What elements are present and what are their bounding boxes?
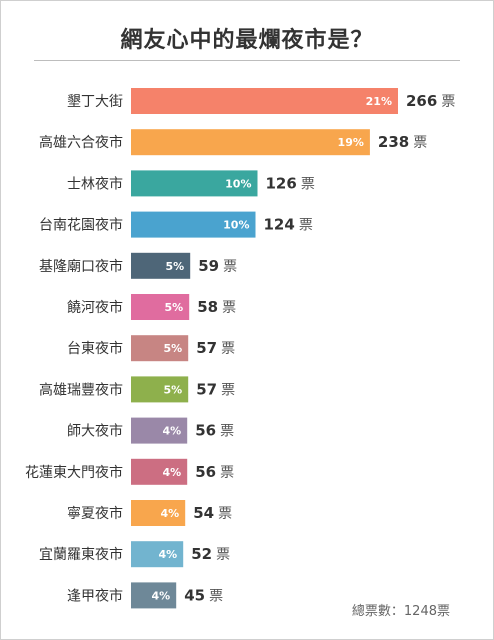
chart-title: 網友心中的最爛夜市是？ bbox=[120, 28, 374, 53]
percent-label: 4% bbox=[152, 589, 171, 602]
bar bbox=[131, 252, 191, 279]
value-label: 58 票 bbox=[197, 298, 236, 316]
category-label: 逢甲夜市 bbox=[67, 587, 123, 604]
category-label: 花蓮東大門夜市 bbox=[25, 464, 123, 481]
category-label: 饒河夜市 bbox=[67, 299, 123, 316]
category-label: 高雄瑞豐夜市 bbox=[39, 381, 123, 398]
value-label: 266 票 bbox=[406, 92, 455, 110]
value-label: 124 票 bbox=[264, 216, 313, 234]
value-label: 238 票 bbox=[378, 133, 427, 151]
category-label: 高雄六合夜市 bbox=[39, 134, 123, 151]
value-label: 126 票 bbox=[266, 174, 315, 192]
value-label: 52 票 bbox=[191, 545, 230, 563]
bar bbox=[131, 129, 370, 156]
bar bbox=[131, 458, 188, 485]
value-label: 59 票 bbox=[198, 257, 237, 275]
bar bbox=[131, 417, 188, 444]
value-label: 56 票 bbox=[195, 463, 234, 481]
percent-label: 5% bbox=[164, 383, 183, 396]
value-label: 54 票 bbox=[193, 504, 232, 522]
percent-label: 4% bbox=[163, 425, 182, 438]
percent-label: 21% bbox=[366, 95, 392, 108]
bar bbox=[131, 541, 184, 568]
percent-label: 4% bbox=[163, 466, 182, 479]
bar bbox=[131, 335, 189, 362]
bar bbox=[131, 376, 189, 403]
percent-label: 4% bbox=[161, 507, 180, 520]
percent-label: 5% bbox=[164, 342, 183, 355]
value-label: 56 票 bbox=[195, 422, 234, 440]
category-label: 士林夜市 bbox=[67, 175, 123, 192]
percent-label: 19% bbox=[338, 136, 364, 149]
percent-label: 10% bbox=[223, 219, 249, 232]
value-label: 45 票 bbox=[184, 586, 223, 604]
category-label: 宜蘭羅東夜市 bbox=[39, 546, 123, 563]
bar bbox=[131, 582, 177, 609]
percent-label: 5% bbox=[166, 260, 185, 273]
bar bbox=[131, 170, 258, 197]
bar bbox=[131, 88, 398, 114]
bar bbox=[131, 294, 190, 320]
category-label: 師大夜市 bbox=[67, 423, 123, 440]
category-label: 寧夏夜市 bbox=[67, 505, 123, 522]
bar bbox=[131, 500, 186, 526]
value-label: 57 票 bbox=[196, 339, 235, 357]
category-label: 台東夜市 bbox=[67, 340, 123, 357]
percent-label: 5% bbox=[165, 301, 184, 314]
category-label: 墾丁大街 bbox=[67, 93, 123, 110]
percent-label: 4% bbox=[159, 548, 178, 561]
total-votes-label: 總票數：1248票 bbox=[351, 604, 450, 619]
category-label: 基隆廟口夜市 bbox=[39, 258, 123, 275]
title-divider bbox=[34, 60, 460, 61]
category-label: 台南花園夜市 bbox=[39, 217, 123, 234]
percent-label: 10% bbox=[225, 177, 251, 190]
value-label: 57 票 bbox=[196, 380, 235, 398]
bar bbox=[131, 211, 256, 238]
